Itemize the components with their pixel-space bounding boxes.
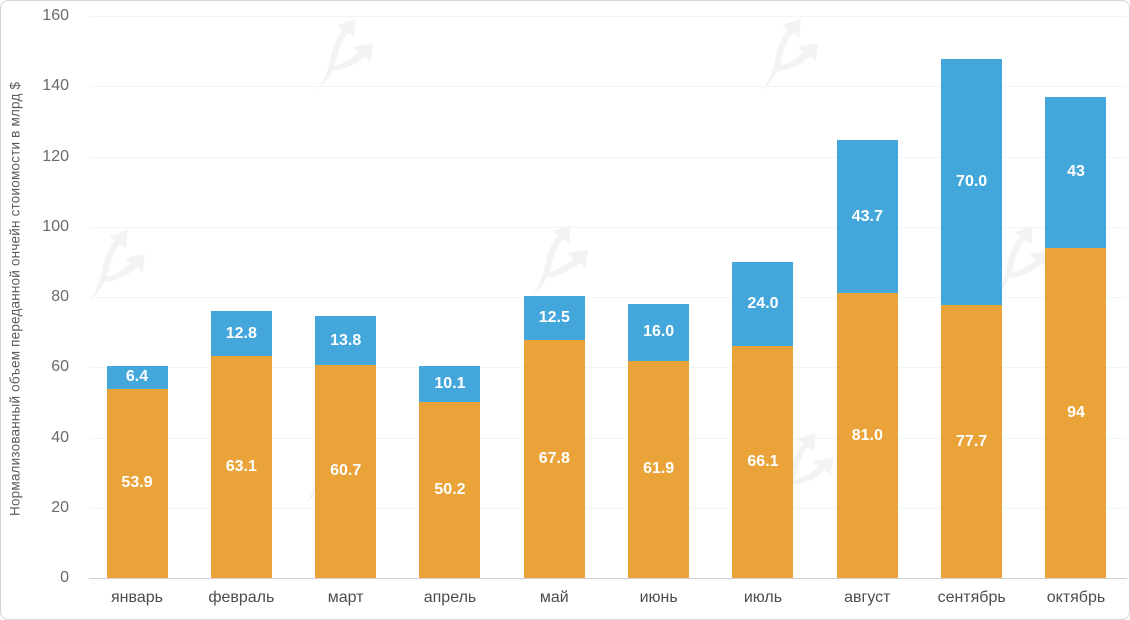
x-axis-category-label: сентябрь [937,589,1006,606]
bar-value-label-bottom: 67.8 [538,449,570,467]
gridline [89,297,1127,298]
bar-value-label-top: 13.8 [330,331,362,349]
bar-segment-top [628,304,690,361]
bar-segment-top [523,295,585,340]
bar-value-label-top: 12.5 [538,308,570,326]
x-axis-category-label: июль [743,589,783,606]
forklog-logo-icon [516,221,596,304]
bar-value-label-top: 70.0 [956,173,988,191]
bar-segment-bottom [315,364,377,578]
bar-segment-bottom [419,401,481,578]
bar-value-label-bottom: 81.0 [851,426,883,444]
bar-value-label-top: 16.0 [643,323,675,341]
y-tick-label: 100 [42,217,69,235]
bar-value-label-bottom: 60.7 [330,462,362,480]
gridline [89,16,1127,17]
x-axis-category-label: февраль [208,589,275,606]
x-axis-category-label: октябрь [1046,589,1106,606]
bar-value-label-top: 24.0 [747,294,779,312]
bar-value-label-bottom: 66.1 [747,452,779,470]
y-tick-label: 20 [51,498,69,516]
bar-segment-bottom [1045,247,1107,578]
bar-segment-bottom [106,388,168,578]
gridline [89,507,1127,509]
gridline [89,86,1127,88]
bar-value-label-top: 12.8 [225,324,257,342]
bar-value-label-bottom: 61.9 [643,460,675,478]
bar-segment-top [1045,96,1107,248]
bar-value-label-top: 43 [1067,163,1085,181]
bar-segment-top [419,366,481,402]
bar-value-label-top: 6.4 [125,368,149,386]
x-axis-line [89,578,1127,579]
bar-value-label-top: 10.1 [434,374,466,392]
y-tick-label: 120 [42,147,69,165]
bar-segment-bottom [941,305,1003,578]
gridline [89,226,1127,228]
x-axis-category-label: май [539,589,569,606]
y-tick-label: 0 [60,569,69,586]
bar-segment-bottom [628,360,690,578]
bar-segment-top [836,139,898,294]
bar-value-label-top: 43.7 [851,207,883,225]
bar-value-label-bottom: 63.1 [225,458,257,476]
bar-segment-bottom [523,339,585,578]
y-tick-label: 140 [42,77,69,95]
bar-value-label-bottom: 50.2 [434,480,466,498]
bar-value-label-bottom: 94 [1067,403,1085,421]
gridline [89,156,1127,158]
bar-segment-bottom [210,356,272,578]
x-axis-category-label: июнь [639,589,678,606]
y-tick-label: 40 [51,428,69,446]
bar-segment-bottom [732,345,794,578]
bar-segment-top [106,366,168,389]
bar-segment-top [941,59,1003,306]
x-axis-category-label: август [844,589,891,606]
bar-segment-top [732,261,794,346]
x-axis-category-label: январь [111,589,163,606]
bar-value-label-bottom: 53.9 [121,474,153,492]
gridline [89,367,1127,369]
gridline [89,437,1127,439]
y-tick-label: 160 [42,7,69,24]
x-axis-category-label: март [327,589,364,606]
bar-segment-top [315,316,377,365]
bar-segment-bottom [836,293,898,578]
bar-segment-top [210,311,272,357]
y-tick-label: 60 [51,358,69,376]
y-tick-label: 80 [51,288,69,305]
x-axis-category-label: апрель [423,589,477,606]
bar-value-label-bottom: 77.7 [956,432,988,450]
